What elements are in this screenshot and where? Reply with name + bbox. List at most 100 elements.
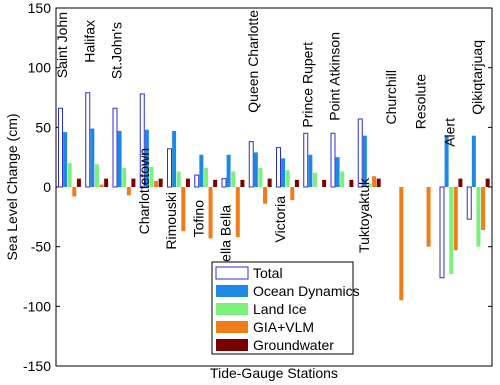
bar [203,167,208,187]
y-tick-label: -50 [31,239,51,255]
legend-swatch [216,285,248,297]
station-label: Tofino [190,200,206,238]
bar [208,187,213,239]
bar [72,187,77,197]
station-label: Churchill [383,70,399,124]
station-label: Bella Bella [218,205,234,271]
bar [267,178,272,187]
bar [58,107,63,188]
bar [85,92,91,188]
station-label: Qikiqtarjuaq [469,40,485,115]
x-axis-label: Tide-Gauge Stations [210,365,338,381]
bar [362,135,367,187]
bar [139,93,145,188]
station-label: Charlottetown [136,148,152,234]
bar [312,172,317,187]
bar [335,157,340,187]
bar [372,176,377,187]
bar [167,148,172,188]
bar [294,179,299,187]
legend-swatch [216,303,248,315]
bar [367,183,372,187]
legend-label: Land Ice [253,301,307,317]
station-label: Saint John [54,12,70,78]
bar [357,118,363,188]
legend-label: Groundwater [253,337,334,353]
bar [76,178,81,187]
station-label: Rimouski [163,192,179,250]
bar [476,187,481,247]
bar [340,171,345,187]
y-tick-label: -100 [23,298,51,314]
station-label: St.John's [109,22,125,79]
bar [281,158,286,187]
bar [285,170,290,187]
bar [290,187,295,201]
bar [221,178,227,188]
station-label: Halifax [81,20,97,63]
bar [144,129,149,187]
bar [131,178,136,187]
bar [176,171,181,187]
station-label: Victoria [272,196,288,243]
bar [485,178,490,187]
bar [458,178,463,187]
bar [466,186,472,220]
bar [322,179,327,187]
bar [330,132,336,188]
bar [117,130,122,187]
bar [172,130,177,187]
bar [376,178,381,187]
bar [449,187,454,275]
station-label: Prince Rupert [299,42,315,128]
legend-swatch [215,266,249,280]
station-label: Alert [442,118,458,147]
bar [99,184,104,187]
station-label: Point Atkinson [327,32,343,121]
bar [258,167,263,187]
bar [126,187,131,196]
bar [439,186,445,279]
bar [122,167,127,187]
bar [185,178,190,187]
bar [453,187,458,251]
y-axis-label: Sea Level Change (cm) [4,113,20,260]
legend-label: GIA+VLM [253,319,314,335]
station-label: Queen Charlotte [245,10,261,113]
legend-swatch [216,339,248,351]
legend-swatch [216,321,248,333]
bar [248,141,254,188]
bar [349,179,354,187]
y-tick-label: 150 [28,0,52,16]
bar [94,164,99,187]
bar [63,132,68,187]
bar [276,147,281,188]
bar [90,128,95,187]
bar [240,179,245,187]
bar [154,181,159,187]
bar [253,152,258,187]
bar [444,135,449,187]
y-tick-label: 50 [35,119,51,135]
bar [263,187,268,204]
y-tick-label: 0 [43,179,51,195]
bar [181,187,186,232]
station-label: Tuktoyaktuk [356,177,372,253]
bar [67,163,72,187]
bar [399,187,404,301]
bar [481,187,486,230]
bar [149,166,154,187]
y-tick-label: -150 [23,358,51,374]
legend-label: Total [253,265,283,281]
y-tick-label: 100 [28,60,52,76]
bar [308,154,313,187]
bar [235,187,240,238]
bar [194,174,200,188]
bar [213,179,218,187]
bar [112,107,118,188]
station-label: Resolute [412,74,428,129]
bar [426,187,431,247]
legend-label: Ocean Dynamics [253,283,360,299]
